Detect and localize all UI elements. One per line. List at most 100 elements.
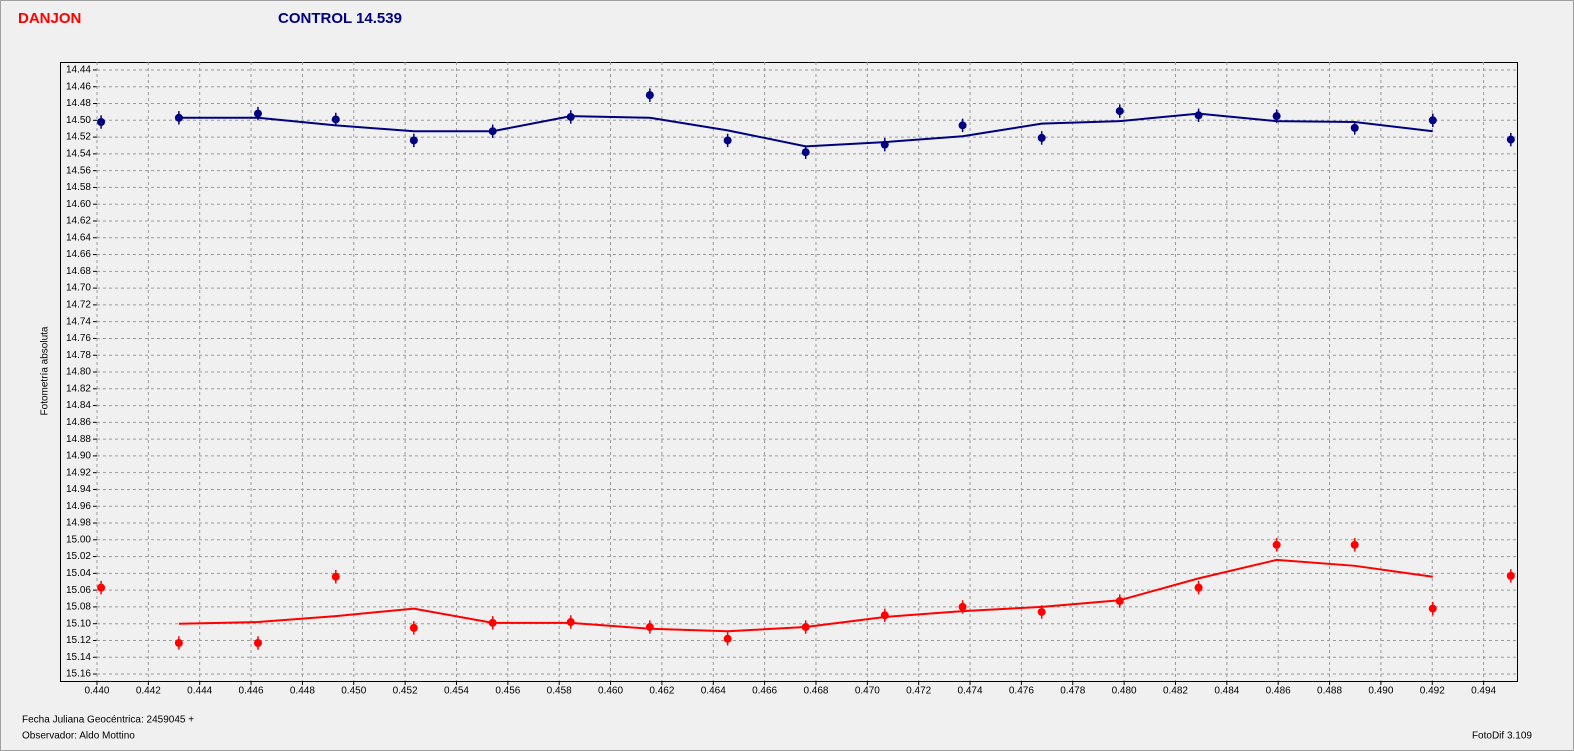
y-tick-label: 14.74 xyxy=(66,316,91,327)
point xyxy=(1037,607,1046,616)
x-tick-label: 0.470 xyxy=(855,686,880,697)
x-tick-label: 0.468 xyxy=(803,686,828,697)
y-tick-label: 15.14 xyxy=(66,652,91,663)
y-tick-label: 14.78 xyxy=(66,350,91,361)
y-tick-label: 14.80 xyxy=(66,367,91,378)
y-tick-label: 14.66 xyxy=(66,249,91,260)
footer: Observador: Aldo Mottino xyxy=(22,731,135,742)
point xyxy=(1115,107,1124,116)
y-tick-label: 15.12 xyxy=(66,635,91,646)
point xyxy=(801,148,810,157)
y-tick-label: 14.92 xyxy=(66,467,91,478)
point xyxy=(331,115,340,124)
y-tick-label: 14.98 xyxy=(66,518,91,529)
point xyxy=(253,638,262,647)
y-tick-label: 14.76 xyxy=(66,333,91,344)
y-tick-label: 14.88 xyxy=(66,434,91,445)
x-tick-label: 0.460 xyxy=(598,686,623,697)
x-tick-label: 0.480 xyxy=(1112,686,1137,697)
x-tick-label: 0.476 xyxy=(1009,686,1034,697)
y-tick-label: 14.94 xyxy=(66,484,91,495)
y-tick-label: 15.04 xyxy=(66,568,91,579)
point xyxy=(880,611,889,620)
y-tick-label: 14.50 xyxy=(66,115,91,126)
y-tick-label: 14.72 xyxy=(66,300,91,311)
y-tick-label: 14.52 xyxy=(66,132,91,143)
point xyxy=(1037,133,1046,142)
point xyxy=(488,618,497,627)
y-tick-label: 14.46 xyxy=(66,81,91,92)
x-tick-label: 0.474 xyxy=(958,686,983,697)
x-tick-label: 0.492 xyxy=(1420,686,1445,697)
y-tick-label: 15.08 xyxy=(66,602,91,613)
point xyxy=(488,127,497,136)
y-tick-label: 15.00 xyxy=(66,534,91,545)
point xyxy=(958,602,967,611)
x-tick-label: 0.472 xyxy=(906,686,931,697)
y-tick-label: 14.64 xyxy=(66,232,91,243)
legend-danjon: DANJON xyxy=(18,10,81,27)
footer: Fecha Juliana Geocéntrica: 2459045 + xyxy=(22,715,194,726)
y-tick-label: 14.86 xyxy=(66,417,91,428)
y-tick-label: 14.82 xyxy=(66,383,91,394)
y-tick-label: 15.10 xyxy=(66,618,91,629)
y-tick-label: 14.56 xyxy=(66,165,91,176)
y-tick-label: 14.90 xyxy=(66,451,91,462)
x-tick-label: 0.494 xyxy=(1471,686,1496,697)
y-tick-label: 15.02 xyxy=(66,551,91,562)
point xyxy=(97,583,106,592)
y-tick-label: 14.70 xyxy=(66,283,91,294)
point xyxy=(1428,604,1437,613)
point xyxy=(97,117,106,126)
x-tick-label: 0.444 xyxy=(187,686,212,697)
y-tick-label: 14.48 xyxy=(66,98,91,109)
point xyxy=(1506,571,1515,580)
y-tick-label: 14.60 xyxy=(66,199,91,210)
y-tick-label: 14.44 xyxy=(66,65,91,76)
y-tick-label: 14.62 xyxy=(66,216,91,227)
x-tick-label: 0.452 xyxy=(393,686,418,697)
point xyxy=(801,623,810,632)
x-tick-label: 0.448 xyxy=(290,686,315,697)
point xyxy=(645,91,654,100)
x-tick-label: 0.458 xyxy=(547,686,572,697)
y-tick-label: 14.68 xyxy=(66,266,91,277)
point xyxy=(331,572,340,581)
x-tick-label: 0.484 xyxy=(1214,686,1239,697)
y-tick-label: 15.16 xyxy=(66,669,91,680)
point xyxy=(723,634,732,643)
point xyxy=(1194,111,1203,120)
x-tick-label: 0.490 xyxy=(1368,686,1393,697)
point xyxy=(1272,112,1281,121)
point xyxy=(566,112,575,121)
point xyxy=(174,638,183,647)
point xyxy=(723,136,732,145)
y-tick-label: 14.84 xyxy=(66,400,91,411)
y-tick-label: 15.06 xyxy=(66,585,91,596)
x-tick-label: 0.440 xyxy=(84,686,109,697)
point xyxy=(1350,540,1359,549)
x-tick-label: 0.482 xyxy=(1163,686,1188,697)
point xyxy=(645,623,654,632)
version: FotoDif 3.109 xyxy=(1472,731,1532,742)
point xyxy=(880,140,889,149)
point xyxy=(1506,135,1515,144)
point xyxy=(1194,583,1203,592)
point xyxy=(409,136,418,145)
x-tick-label: 0.462 xyxy=(649,686,674,697)
x-tick-label: 0.464 xyxy=(701,686,726,697)
legend-control: CONTROL 14.539 xyxy=(278,10,402,27)
x-tick-label: 0.478 xyxy=(1060,686,1085,697)
y-tick-label: 14.58 xyxy=(66,182,91,193)
y-tick-label: 14.96 xyxy=(66,501,91,512)
x-tick-label: 0.442 xyxy=(136,686,161,697)
x-tick-label: 0.446 xyxy=(239,686,264,697)
point xyxy=(1428,116,1437,125)
x-tick-label: 0.486 xyxy=(1266,686,1291,697)
x-tick-label: 0.488 xyxy=(1317,686,1342,697)
x-tick-label: 0.454 xyxy=(444,686,469,697)
x-tick-label: 0.456 xyxy=(495,686,520,697)
point xyxy=(566,618,575,627)
y-tick-label: 14.54 xyxy=(66,149,91,160)
